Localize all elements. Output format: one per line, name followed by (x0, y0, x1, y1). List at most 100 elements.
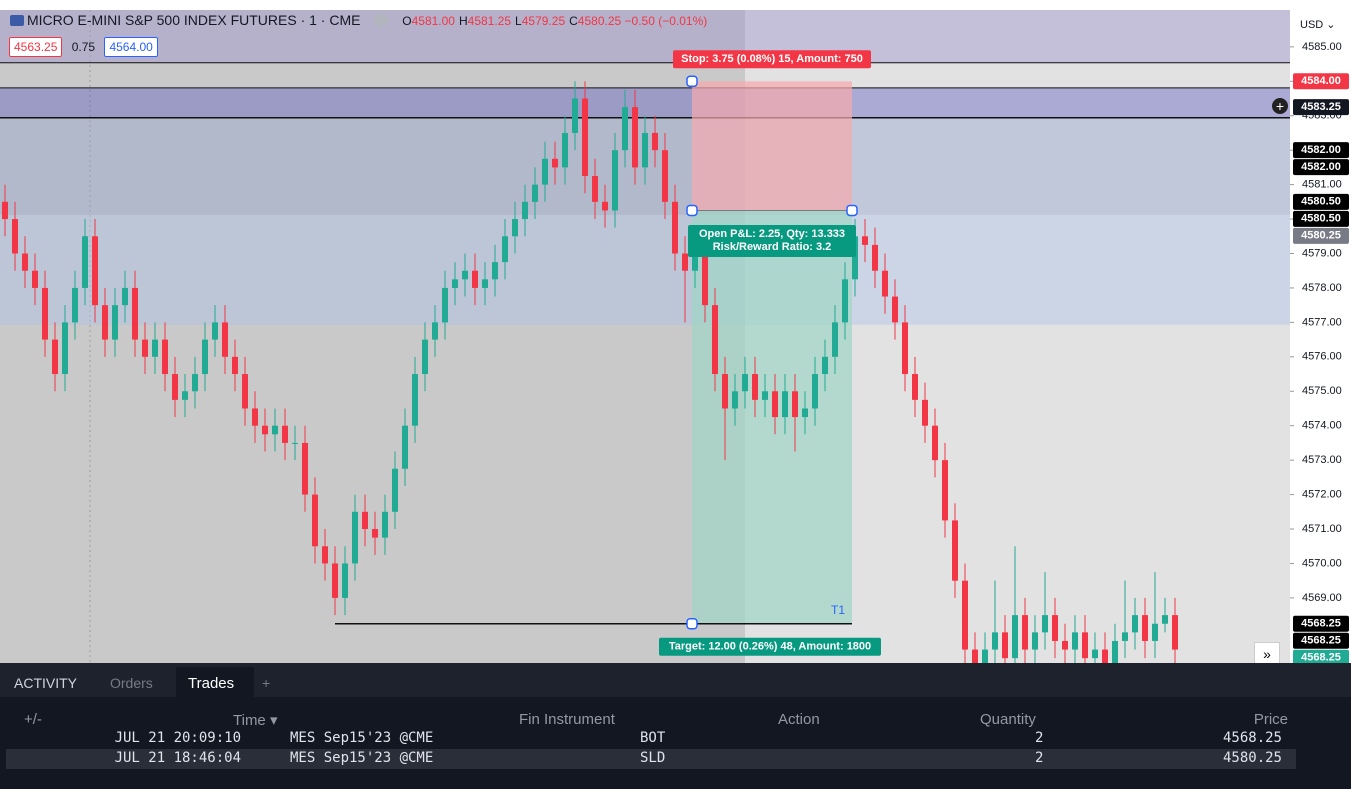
scroll-button[interactable]: » (1254, 642, 1280, 666)
candle-body (732, 391, 738, 409)
candle-body (1162, 615, 1168, 624)
y-tick-label: 4570.00 (1302, 557, 1342, 569)
price-axis-bg (1290, 10, 1351, 663)
candle-body (992, 632, 998, 650)
candle-body (1072, 632, 1078, 650)
column-header[interactable]: Time ▾ (233, 712, 278, 729)
price-tag-label: 4580.50 (1301, 196, 1341, 208)
candle-body (842, 279, 848, 323)
top-strip (0, 0, 1351, 10)
handle[interactable] (686, 204, 698, 217)
candle-body (182, 391, 188, 400)
trade-cell: 4580.25 (1222, 750, 1282, 766)
candle-body (82, 236, 88, 288)
candle-body (542, 158, 548, 185)
candle-body (162, 339, 168, 375)
candle-body (132, 287, 138, 340)
candle-body (1032, 632, 1038, 650)
price-tag (1293, 632, 1349, 649)
trade-cell: BOT (640, 730, 666, 746)
trade-buttons: 4563.25 0.75 4564.00 (9, 37, 158, 57)
candle-body (722, 374, 728, 409)
zone (0, 10, 1290, 63)
sell-price[interactable]: 4563.25 (9, 37, 63, 57)
trade-cell: 2 (1035, 750, 1044, 766)
price-tag-label: 4568.25 (1301, 652, 1341, 663)
rr-label: Risk/Reward Ratio: 3.2 (713, 241, 832, 253)
ohlc-key: L (515, 14, 522, 28)
candle-body (142, 339, 148, 357)
candle-body (572, 98, 578, 133)
risk-zone (692, 81, 852, 211)
ohlc-key: C (569, 14, 578, 28)
price-tag (1293, 142, 1349, 159)
tab[interactable]: Orders (110, 675, 153, 691)
price-tag (1293, 649, 1349, 663)
candle-body (812, 374, 818, 409)
candle-body (592, 176, 598, 202)
candle-body (292, 442, 298, 444)
candle-body (902, 322, 908, 375)
candle-body (1122, 632, 1128, 641)
y-tick-label: 4569.00 (1302, 592, 1342, 604)
candle-body (772, 391, 778, 418)
candle-body (12, 219, 18, 254)
candle-body (1022, 615, 1028, 650)
column-header: Quantity (980, 711, 1036, 728)
change: −0.50 (−0.01%) (624, 14, 708, 28)
handle[interactable] (846, 204, 858, 217)
buy-price[interactable]: 4564.00 (104, 37, 158, 57)
trade-cell: JUL 21 18:46:04 (114, 750, 241, 766)
add-button[interactable]: + (1272, 98, 1288, 114)
candle-body (1142, 615, 1148, 641)
pnl-label: Open P&L: 2.25, Qty: 13.333 (699, 228, 845, 240)
y-tick-label: 4574.00 (1302, 420, 1342, 432)
y-tick-label: 4576.00 (1302, 351, 1342, 363)
candle-body (882, 270, 888, 297)
candle-body (402, 425, 408, 469)
candle-body (1152, 623, 1158, 641)
currency[interactable]: USD ⌄ (1300, 19, 1336, 31)
trade-cell: 2 (1035, 730, 1044, 746)
candle-body (522, 201, 528, 220)
candle-body (302, 442, 308, 495)
flag-icon (10, 15, 24, 26)
handle[interactable] (686, 617, 698, 630)
tab[interactable]: Trades (188, 675, 235, 692)
price-tag-label: 4582.00 (1301, 161, 1341, 173)
candle-body (692, 253, 698, 271)
tab[interactable]: + (262, 675, 271, 691)
candle-body (322, 546, 328, 564)
candle-body (652, 132, 658, 151)
price-tag (1293, 227, 1349, 244)
tab[interactable]: ACTIVITY (14, 675, 78, 691)
candle-body (712, 305, 718, 375)
zone (0, 87, 1290, 118)
candle-body (612, 150, 618, 211)
candle-body (232, 356, 238, 375)
candle-body (362, 511, 368, 530)
candle-body (1112, 640, 1118, 663)
candle-body (872, 244, 878, 271)
candle-body (1102, 649, 1108, 663)
handle[interactable] (686, 75, 698, 88)
candle-body (742, 374, 748, 392)
candle-body (922, 399, 928, 426)
candle-body (912, 374, 918, 400)
price-tag (1293, 210, 1349, 227)
candle-body (212, 322, 218, 340)
candle-body (1082, 632, 1088, 659)
candle-body (832, 322, 838, 357)
candle-body (892, 296, 898, 323)
candle-body (352, 511, 358, 564)
candle-body (602, 201, 608, 211)
y-tick-label: 4577.00 (1302, 316, 1342, 328)
candle-body (582, 98, 588, 177)
candle-body (852, 236, 858, 280)
candle-body (272, 425, 278, 435)
candle-body (752, 374, 758, 400)
column-header: Price (1253, 711, 1288, 728)
candle-body (32, 270, 38, 288)
candle-body (172, 374, 178, 400)
